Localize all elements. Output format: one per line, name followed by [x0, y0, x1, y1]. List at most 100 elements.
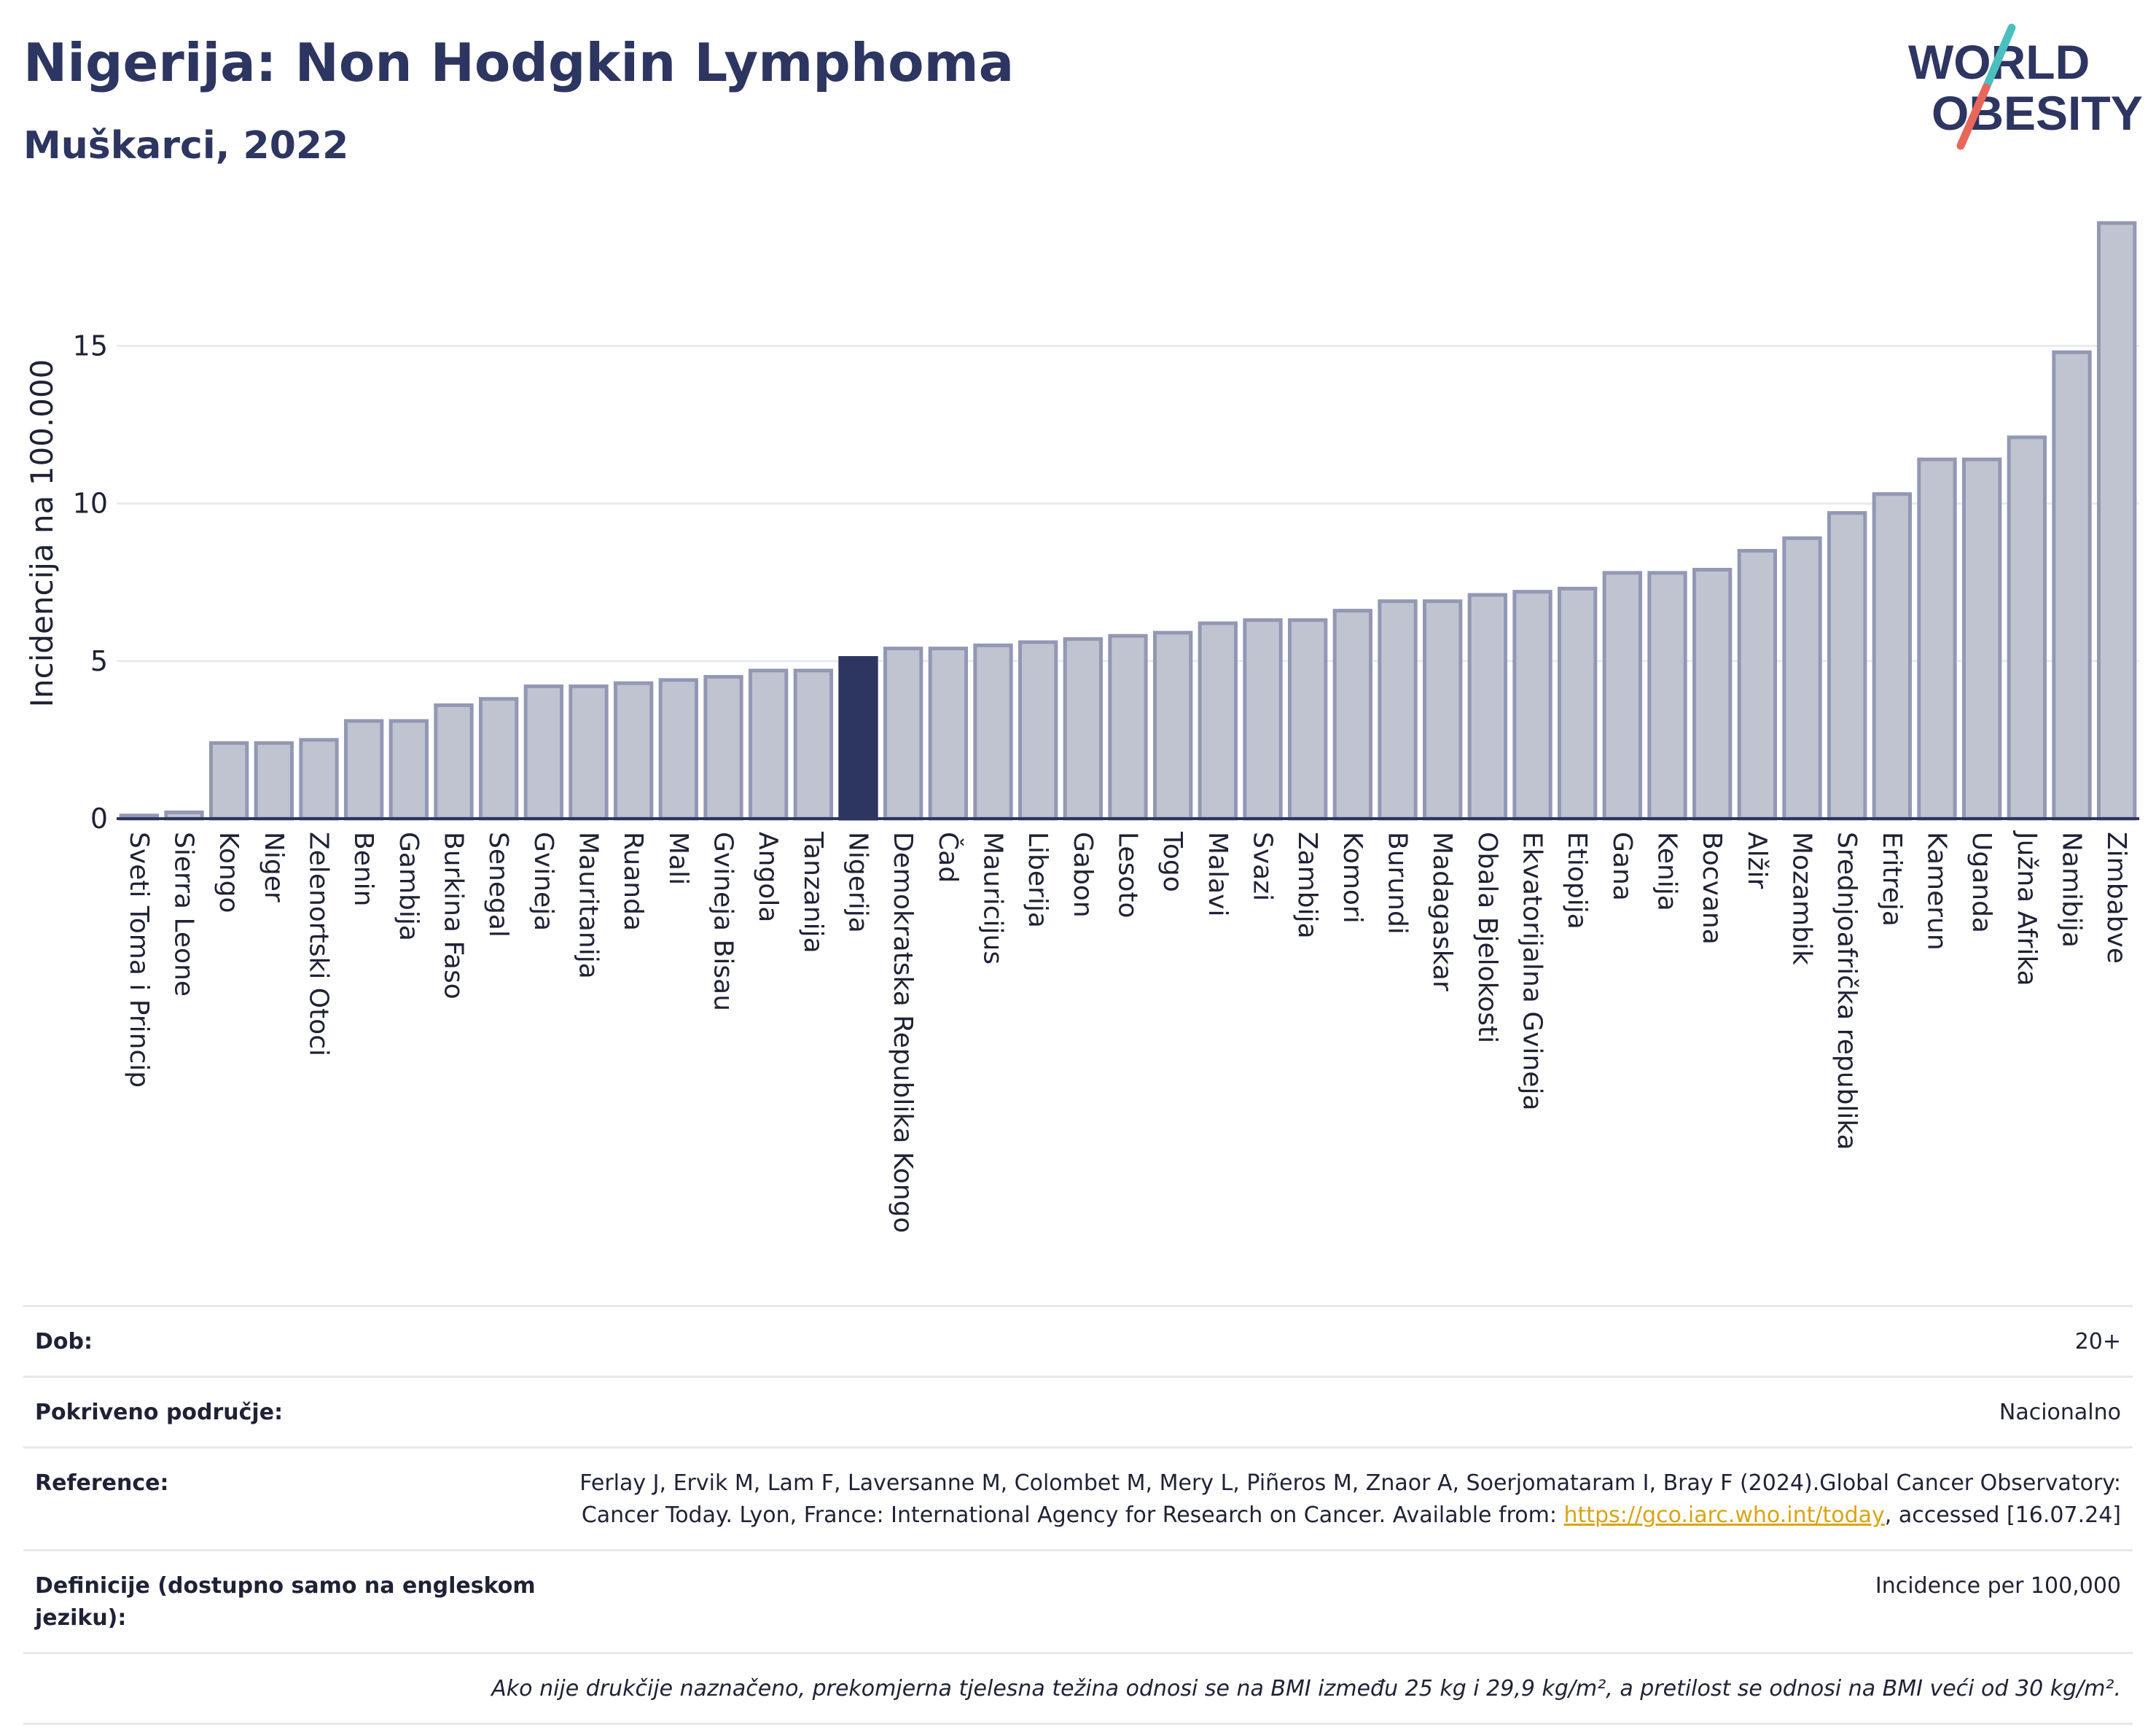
x-tick-label: Gana: [1607, 832, 1637, 901]
bar-country: [1198, 621, 1238, 821]
bar-country: [1692, 567, 1733, 821]
y-axis-label: Incidencija na 100.000: [24, 359, 60, 708]
bar-country: [2007, 435, 2047, 821]
bar-country: [569, 684, 609, 821]
bar-country: [928, 647, 968, 821]
x-tick-label: Južna Afrika: [2012, 830, 2042, 986]
bar-country: [209, 741, 249, 821]
x-tick-label: Lesoto: [1113, 832, 1143, 919]
x-tick-label: Alžir: [1742, 832, 1772, 889]
bar-country: [479, 697, 519, 821]
y-tick-label: 15: [73, 330, 108, 362]
page-title: Nigerija: Non Hodgkin Lymphoma: [23, 32, 1015, 93]
bar-country: [1782, 536, 1822, 821]
x-tick-label: Zambija: [1292, 832, 1322, 939]
y-tick-label: 5: [90, 645, 108, 677]
bar-country: [1332, 609, 1372, 821]
x-tick-label: Kamerun: [1922, 832, 1952, 951]
bar-country: [793, 668, 833, 821]
bar-country: [883, 647, 923, 821]
x-tick-label: Madagaskar: [1427, 832, 1457, 991]
info-row-reference: Reference: Ferlay J, Ervik M, Lam F, Lav…: [23, 1446, 2133, 1549]
bar-country: [1962, 457, 2002, 821]
bar-country: [2052, 350, 2092, 821]
reference-text: Ferlay J, Ervik M, Lam F, Laversanne M, …: [579, 1470, 2121, 1528]
definitions-label: Definicije (dostupno samo na engleskom j…: [35, 1573, 536, 1631]
bmi-note: Ako nije drukčije naznačeno, prekomjerna…: [491, 1676, 2121, 1701]
bar-country: [658, 678, 699, 821]
x-tick-label: Tanzanija: [798, 831, 828, 954]
x-tick-label: Liberija: [1023, 832, 1052, 928]
reference-label: Reference:: [35, 1470, 169, 1496]
x-tick-label: Togo: [1157, 831, 1187, 892]
bar-country: [1737, 549, 1778, 821]
x-tick-label: Ruanda: [618, 832, 648, 931]
x-tick-label: Kongo: [214, 832, 243, 913]
page-subtitle: Muškarci, 2022: [23, 124, 349, 168]
x-tick-label: Gvineja Bisau: [708, 832, 738, 1011]
logo-slash-teal: [1982, 23, 2016, 92]
x-tick-label: Obala Bjelokosti: [1472, 832, 1502, 1043]
x-tick-label: Burundi: [1383, 832, 1413, 935]
bar-country: [1602, 571, 1643, 821]
bar-country: [1108, 633, 1148, 821]
bar-country: [1917, 457, 1957, 821]
x-tick-label: Malavi: [1203, 832, 1233, 917]
bar-country: [1378, 599, 1418, 821]
coverage-value: Nacionalno: [1999, 1400, 2121, 1425]
y-tick-label: 0: [90, 803, 108, 835]
x-tick-label: Mozambik: [1787, 832, 1817, 965]
x-tick-label: Burkina Faso: [439, 832, 469, 999]
x-tick-label: Kenija: [1652, 832, 1682, 911]
bar-country: [254, 741, 294, 821]
bar-country: [2097, 221, 2137, 821]
bar-country: [523, 684, 564, 821]
x-tick-label: Nigerija: [843, 832, 873, 933]
bar-country: [614, 681, 654, 821]
bar-country: [1827, 511, 1867, 821]
x-tick-label: Etiopija: [1562, 832, 1592, 929]
info-row-age: Dob: 20+: [23, 1305, 2133, 1376]
x-tick-label: Gabon: [1068, 832, 1098, 918]
bar-country: [1467, 593, 1507, 821]
info-row-coverage: Pokriveno područje: Nacionalno: [23, 1376, 2133, 1446]
bar-country: [749, 668, 789, 821]
age-value: 20+: [2074, 1329, 2121, 1354]
bar-country: [299, 738, 339, 821]
x-tick-label: Mauritanija: [574, 832, 604, 979]
reference-value: Ferlay J, Ervik M, Lam F, Laversanne M, …: [560, 1467, 2121, 1532]
bar-highlighted: [838, 656, 878, 821]
x-tick-label: Angola: [753, 832, 783, 922]
x-tick-label: Mali: [663, 832, 693, 885]
bar-country: [1558, 586, 1598, 821]
reference-link[interactable]: https://gco.iarc.who.int/today: [1563, 1502, 1885, 1528]
y-tick-label: 10: [73, 488, 108, 520]
x-tick-label: Sierra Leone: [169, 832, 199, 997]
x-tick-label: Svazi: [1248, 832, 1278, 901]
bar-country: [1872, 492, 1913, 821]
bar-country: [344, 719, 384, 821]
x-tick-label: Niger: [259, 832, 289, 902]
age-label: Dob:: [35, 1329, 93, 1354]
info-row-definitions: Definicije (dostupno samo na engleskom j…: [23, 1549, 2133, 1652]
x-tick-label: Demokratska Republika Kongo: [888, 832, 918, 1233]
definitions-value: Incidence per 100,000: [1875, 1573, 2121, 1599]
x-tick-label: Eritreja: [1877, 832, 1907, 927]
x-tick-label: Uganda: [1966, 832, 1996, 933]
bar-country: [388, 719, 429, 821]
bar-country: [1018, 640, 1058, 821]
x-tick-label: Zelenortski Otoci: [304, 832, 334, 1056]
bar-country: [1063, 637, 1103, 821]
bar-country: [1153, 631, 1193, 821]
bar-country: [1243, 618, 1283, 821]
reference-tail: , accessed [16.07.24]: [1884, 1502, 2121, 1528]
x-tick-label: Čad: [933, 832, 964, 883]
x-tick-label: Gvineja: [528, 832, 558, 931]
bar-country: [434, 703, 474, 821]
bar-country: [1423, 599, 1463, 821]
coverage-label: Pokriveno područje:: [35, 1400, 284, 1425]
x-tick-label: Mauricijus: [978, 832, 1008, 964]
bar-country: [1647, 571, 1687, 821]
x-tick-label: Sveti Toma i Princip: [124, 832, 154, 1088]
x-tick-label: Namibija: [2057, 832, 2087, 948]
